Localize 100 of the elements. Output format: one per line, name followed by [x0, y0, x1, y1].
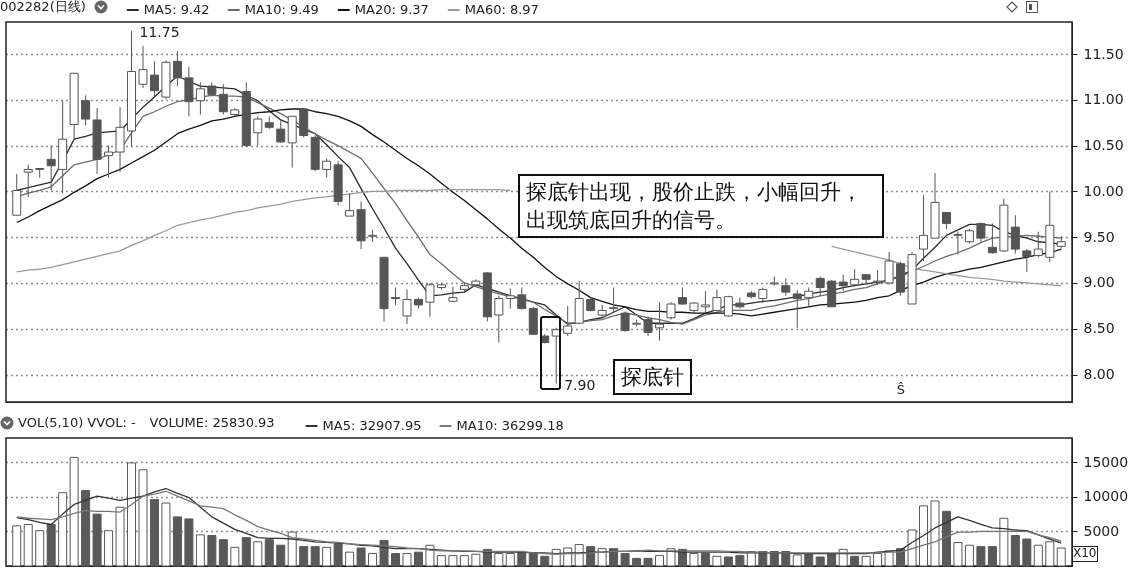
bar: [149, 499, 159, 567]
legend-label: MA5: 9.42: [143, 2, 210, 17]
bar: [930, 500, 940, 567]
bar: [1056, 547, 1066, 567]
bar: [413, 551, 423, 567]
candlestick: [81, 94, 91, 126]
y-tick-label: 11.00: [1083, 91, 1124, 108]
bar: [81, 490, 91, 567]
bar: [815, 556, 825, 567]
bar: [850, 555, 860, 567]
candlestick: [919, 194, 929, 262]
bar: [35, 530, 45, 567]
y-tick-label: 10000: [1083, 488, 1129, 505]
y-tick-label: 8.50: [1083, 320, 1115, 337]
bar: [976, 546, 986, 567]
y-tick-label: 5000: [1083, 522, 1120, 539]
bar: [792, 554, 802, 567]
chart-title: VOL(5,10) VVOL: -: [18, 415, 136, 431]
candlestick: [643, 316, 653, 337]
bar: [402, 553, 412, 567]
legend-label: MA20: 9.37: [354, 2, 429, 17]
bar: [218, 539, 228, 567]
candlestick: [46, 145, 56, 191]
bar: [987, 546, 997, 567]
bar: [723, 556, 733, 567]
candlestick: [494, 295, 504, 343]
bar: [735, 555, 745, 567]
bar: [287, 531, 297, 567]
bar: [907, 529, 917, 567]
annotation: Ŝ: [896, 382, 906, 399]
candlestick: [700, 290, 710, 314]
candlestick: [517, 287, 527, 311]
y-tick-label: 9.50: [1083, 228, 1115, 245]
bar: [184, 518, 194, 567]
candlestick: [597, 304, 607, 318]
bar: [1010, 535, 1020, 567]
candlestick: [448, 286, 458, 303]
bar: [873, 553, 883, 567]
bar: [448, 555, 458, 567]
legend-label: MA10: 9.49: [244, 2, 319, 17]
legend-label: MA10: 36299.18: [456, 418, 564, 433]
candlestick: [322, 157, 332, 179]
bar: [345, 551, 355, 567]
bar: [12, 525, 22, 567]
bar: [471, 553, 481, 567]
candlestick: [505, 287, 515, 310]
legend-label: MA60: 8.97: [464, 2, 539, 17]
chart-title: 002282(日线): [0, 0, 86, 15]
bar: [540, 555, 550, 567]
candlestick: [1033, 231, 1043, 258]
bar: [69, 456, 79, 567]
bar: [92, 513, 102, 567]
candlestick: [345, 192, 355, 217]
candlestick: [953, 231, 963, 256]
bar: [195, 534, 205, 567]
bar: [391, 553, 401, 567]
candlestick: [792, 289, 802, 329]
text: VOLUME: 25830.93: [149, 415, 275, 431]
bar: [322, 546, 332, 567]
bar: [1022, 538, 1032, 567]
candlestick: [218, 83, 228, 115]
y-tick-label: 8.00: [1083, 366, 1115, 383]
bar: [999, 517, 1009, 567]
legend-label: MA5: 32907.95: [322, 418, 422, 433]
bar: [941, 510, 951, 567]
bar: [436, 555, 446, 567]
candlestick: [253, 115, 263, 147]
bar: [609, 548, 619, 567]
bar: [827, 553, 837, 567]
bar: [46, 523, 56, 567]
bar: [597, 548, 607, 567]
candlestick: [609, 287, 619, 314]
bar: [23, 523, 33, 567]
bar: [494, 553, 504, 567]
text: X10: [1072, 546, 1098, 562]
bar: [115, 506, 125, 567]
candlestick: [149, 60, 159, 98]
candlestick: [815, 276, 825, 297]
y-tick-label: 11.50: [1083, 45, 1124, 62]
bar: [804, 553, 814, 567]
bar: [953, 541, 963, 567]
annotation: 7.90: [564, 376, 596, 393]
bar: [632, 557, 642, 567]
candlestick: [402, 288, 412, 325]
y-tick-label: 9.00: [1083, 274, 1115, 291]
bar: [276, 544, 286, 567]
bar: [241, 537, 251, 567]
bar: [861, 555, 871, 567]
bar: [919, 505, 929, 567]
annotation: 探底针: [613, 358, 693, 396]
bar: [299, 546, 309, 567]
bar: [689, 553, 699, 567]
bar: [643, 557, 653, 567]
bar: [586, 546, 596, 567]
annotation: 11.75: [139, 24, 180, 41]
bar: [425, 544, 435, 567]
candlestick: [276, 120, 286, 144]
candlestick: [1022, 248, 1032, 273]
candlestick: [138, 45, 148, 89]
bar: [620, 553, 630, 567]
